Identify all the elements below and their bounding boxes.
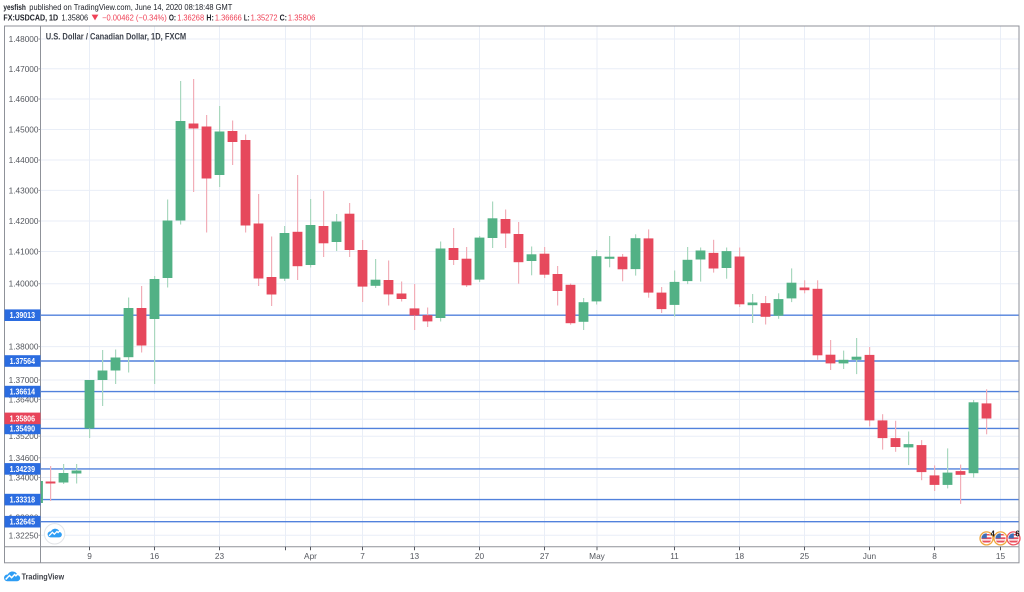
- svg-text:1.45000: 1.45000: [9, 125, 39, 135]
- svg-text:1.48000: 1.48000: [9, 34, 39, 44]
- svg-text:15: 15: [996, 551, 1006, 561]
- svg-text:1.40000: 1.40000: [9, 279, 39, 289]
- svg-text:Apr: Apr: [304, 551, 317, 561]
- svg-text:6: 6: [1015, 529, 1020, 538]
- svg-text:9: 9: [87, 551, 92, 561]
- svg-text:1.34000: 1.34000: [9, 473, 39, 483]
- svg-text:C:: C:: [280, 13, 287, 22]
- svg-text:27: 27: [540, 551, 550, 561]
- svg-text:1.37000: 1.37000: [9, 375, 39, 385]
- svg-text:8: 8: [932, 551, 937, 561]
- svg-text:1.34239: 1.34239: [10, 465, 36, 474]
- svg-text:1.35490: 1.35490: [10, 424, 36, 433]
- svg-text:TradingView: TradingView: [22, 572, 65, 582]
- svg-text:25: 25: [800, 551, 810, 561]
- svg-text:1.32645: 1.32645: [10, 518, 36, 527]
- svg-text:1.35806: 1.35806: [10, 414, 36, 423]
- svg-text:23: 23: [215, 551, 225, 561]
- svg-text:18: 18: [735, 551, 745, 561]
- svg-text:1.38000: 1.38000: [9, 342, 39, 352]
- svg-text:1.35272: 1.35272: [251, 13, 279, 22]
- svg-text:1.36666: 1.36666: [215, 13, 242, 22]
- svg-text:−0.00462 (−0.34%): −0.00462 (−0.34%): [102, 13, 167, 22]
- svg-text:1.36614: 1.36614: [10, 388, 36, 397]
- svg-text:1.47000: 1.47000: [9, 64, 39, 74]
- svg-text:16: 16: [150, 551, 160, 561]
- svg-text:H:: H:: [206, 13, 213, 22]
- svg-text:Jun: Jun: [863, 551, 877, 561]
- svg-text:1.44000: 1.44000: [9, 155, 39, 165]
- svg-text:1.36268: 1.36268: [177, 13, 204, 22]
- svg-text:1.39013: 1.39013: [10, 311, 36, 320]
- svg-text:FX:USDCAD, 1D: FX:USDCAD, 1D: [3, 13, 58, 22]
- svg-text:yesfish: yesfish: [3, 3, 26, 12]
- svg-text:1.43000: 1.43000: [9, 185, 39, 195]
- svg-text:1.41000: 1.41000: [9, 247, 39, 257]
- svg-text:U.S. Dollar / Canadian Dollar,: U.S. Dollar / Canadian Dollar, 1D, FXCM: [46, 32, 187, 42]
- svg-text:13: 13: [410, 551, 420, 561]
- svg-text:1.36400: 1.36400: [9, 394, 39, 404]
- svg-text:L:: L:: [244, 13, 250, 22]
- svg-text:1.35200: 1.35200: [9, 431, 39, 441]
- svg-text:published on TradingView.com,: published on TradingView.com, June 14, 2…: [29, 3, 232, 12]
- svg-text:1.46000: 1.46000: [9, 94, 39, 104]
- svg-text:May: May: [589, 551, 606, 561]
- svg-text:1.32250: 1.32250: [9, 530, 39, 540]
- svg-text:11: 11: [670, 551, 679, 561]
- svg-text:7: 7: [360, 551, 365, 561]
- svg-text:20: 20: [475, 551, 485, 561]
- svg-text:4: 4: [991, 530, 996, 539]
- svg-text:1.33318: 1.33318: [10, 496, 36, 505]
- svg-text:1.42000: 1.42000: [9, 216, 39, 226]
- svg-text:1.37564: 1.37564: [10, 357, 36, 366]
- svg-text:1.34600: 1.34600: [9, 453, 39, 463]
- svg-text:O:: O:: [169, 13, 176, 22]
- svg-text:1.35806: 1.35806: [288, 13, 316, 22]
- svg-text:1.35806: 1.35806: [62, 13, 89, 22]
